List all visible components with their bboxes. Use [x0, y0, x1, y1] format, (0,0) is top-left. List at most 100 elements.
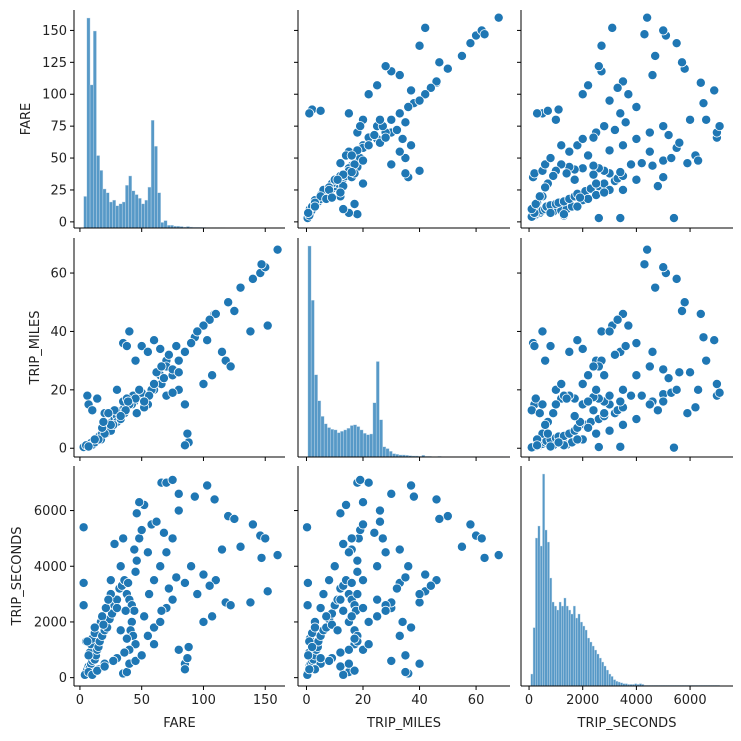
x-tick-label: 2000 [566, 693, 599, 708]
scatter-point [229, 513, 240, 524]
histogram-bar [112, 199, 116, 229]
scatter-point [158, 373, 169, 384]
scatter-point [612, 82, 623, 93]
scatter-point [642, 12, 653, 23]
scatter-point [631, 414, 642, 425]
scatter-point [349, 665, 360, 676]
scatter-point [593, 213, 604, 224]
scatter-point [123, 396, 134, 407]
histogram-bar [99, 170, 104, 229]
scatter-point [553, 104, 564, 115]
scatter-point [78, 577, 89, 588]
scatter-point [163, 583, 174, 594]
scatter-point [420, 569, 431, 580]
scatter-point [358, 519, 369, 530]
scatter-point [182, 428, 193, 439]
scatter-point [647, 346, 658, 357]
scatter-point [372, 80, 383, 91]
scatter-point [572, 335, 583, 346]
scatter-point [380, 547, 391, 558]
histogram-bar [89, 84, 94, 229]
scatter-point [583, 396, 594, 407]
scatter-point [658, 262, 669, 273]
x-tick-label: 50 [133, 693, 150, 708]
scatter-point [493, 12, 504, 23]
scatter-point [158, 527, 169, 538]
scatter-point [456, 541, 467, 552]
scatter-point [658, 396, 669, 407]
scatter-point [394, 108, 405, 119]
scatter-point [588, 169, 599, 180]
scatter-point [639, 29, 650, 40]
histogram-bar [535, 537, 538, 687]
scatter-point [369, 130, 380, 141]
scatter-point [100, 603, 111, 614]
scatter-point [553, 437, 564, 448]
scatter-point [332, 174, 343, 185]
scatter-point [83, 441, 94, 452]
scatter-point [626, 159, 637, 170]
scatter-point [386, 655, 397, 666]
scatter-point [671, 38, 682, 49]
scatter-point [372, 611, 383, 622]
x-tick-label: 150 [253, 693, 278, 708]
scatter-point [315, 105, 326, 116]
scatter-point [569, 411, 580, 422]
scatter-point [617, 419, 628, 430]
scatter-point [136, 650, 147, 661]
histogram-bar [340, 431, 344, 458]
scatter-point [118, 533, 129, 544]
scatter-point [701, 355, 712, 366]
scatter-point [674, 367, 685, 378]
panel-TRIP_MILES-vs-TRIP_SECONDS [517, 238, 733, 461]
scatter-point [615, 441, 626, 452]
scatter-point [309, 622, 320, 633]
scatter-point [335, 508, 346, 519]
scatter-point [406, 85, 417, 96]
scatter-point [126, 616, 137, 627]
scatter-point [631, 174, 642, 185]
scatter-point [593, 442, 604, 453]
scatter-point [341, 499, 352, 510]
scatter-point [338, 204, 349, 215]
scatter-point [695, 77, 706, 88]
histogram-bar [102, 188, 107, 229]
histogram-bar [615, 681, 619, 687]
scatter-point [198, 616, 209, 627]
scatter-point [690, 402, 701, 413]
scatter-point [167, 533, 178, 544]
scatter-point [216, 346, 227, 357]
scatter-point [173, 644, 184, 655]
scatter-point [346, 611, 357, 622]
histogram-bar [131, 190, 136, 229]
scatter-point [149, 378, 160, 389]
scatter-point [349, 199, 360, 210]
histogram-bar [392, 453, 396, 458]
y-axis-label: TRIP_SECONDS [10, 527, 25, 627]
histogram-bar [589, 641, 593, 687]
scatter-point [352, 589, 363, 600]
histogram-bar [608, 673, 612, 687]
scatter-point [302, 577, 313, 588]
scatter-point [309, 201, 320, 212]
scatter-point [685, 114, 696, 125]
scatter-point [358, 497, 369, 508]
scatter-point [617, 384, 628, 395]
scatter-point [352, 566, 363, 577]
histogram-bar [565, 605, 569, 687]
scatter-point [591, 384, 602, 395]
scatter-point [318, 589, 329, 600]
scatter-point [349, 633, 360, 644]
scatter-point [82, 636, 93, 647]
scatter-point [315, 653, 326, 664]
scatter-point [179, 440, 190, 451]
scatter-point [363, 89, 374, 100]
scatter-point [414, 658, 425, 669]
scatter-point [302, 600, 313, 611]
y-tick-label: 100 [42, 88, 67, 103]
scatter-point [644, 127, 655, 138]
scatter-point [569, 174, 580, 185]
histogram-bar [333, 429, 338, 458]
scatter-point [647, 70, 658, 81]
scatter-point [192, 326, 203, 337]
